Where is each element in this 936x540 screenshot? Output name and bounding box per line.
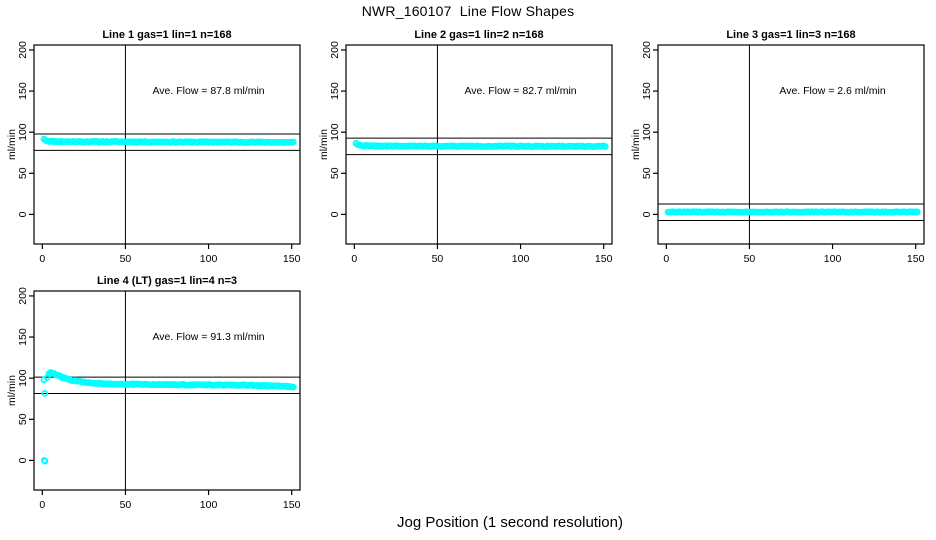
- x-tick-label: 150: [595, 253, 613, 265]
- plot-box: [33, 44, 301, 245]
- svg-text:0: 0: [641, 211, 653, 217]
- y-tick-label: 0: [17, 457, 29, 463]
- svg-text:50: 50: [641, 167, 653, 179]
- x-axis-label: Jog Position (1 second resolution): [397, 514, 623, 531]
- svg-text:ml/min: ml/min: [6, 375, 18, 406]
- y-axis-label: ml/min: [6, 129, 18, 160]
- figure-title: NWR_160107 Line Flow Shapes: [361, 3, 575, 19]
- svg-text:100: 100: [641, 123, 653, 141]
- ave-flow-annotation: Ave. Flow = 91.3 ml/min: [152, 331, 264, 343]
- svg-text:50: 50: [17, 167, 29, 179]
- x-tick-label: 100: [200, 499, 218, 511]
- subplot-title: Line 2 gas=1 lin=2 n=168: [414, 29, 543, 41]
- subplot-title: Line 3 gas=1 lin=3 n=168: [726, 29, 855, 41]
- x-tick-label: 150: [283, 253, 301, 265]
- svg-text:ml/min: ml/min: [6, 129, 18, 160]
- plot-box: [657, 44, 925, 245]
- subplot-line-2: Line 2 gas=1 lin=2 n=168 0 50 100 150 200 ml/m…: [318, 29, 613, 265]
- svg-text:100: 100: [329, 123, 341, 141]
- x-tick-label: 0: [39, 253, 45, 265]
- data-points: [40, 135, 297, 146]
- data-points: [664, 208, 921, 216]
- data-points: [352, 139, 609, 151]
- y-tick-label: 150: [641, 82, 653, 100]
- x-tick-label: 50: [120, 253, 132, 265]
- svg-text:200: 200: [17, 41, 29, 59]
- svg-text:150: 150: [17, 82, 29, 100]
- x-tick-label: 50: [432, 253, 444, 265]
- y-tick-label: 50: [17, 167, 29, 179]
- y-tick-label: 150: [329, 82, 341, 100]
- svg-text:150: 150: [641, 82, 653, 100]
- subplot-title: Line 1 gas=1 lin=1 n=168: [102, 29, 231, 41]
- svg-text:150: 150: [17, 328, 29, 346]
- y-tick-label: 150: [17, 82, 29, 100]
- svg-text:100: 100: [17, 369, 29, 387]
- y-tick-label: 200: [17, 287, 29, 305]
- svg-text:150: 150: [329, 82, 341, 100]
- y-tick-label: 50: [17, 413, 29, 425]
- svg-text:ml/min: ml/min: [630, 129, 642, 160]
- svg-text:50: 50: [17, 413, 29, 425]
- y-tick-label: 100: [17, 123, 29, 141]
- svg-text:50: 50: [329, 167, 341, 179]
- y-tick-label: 0: [641, 211, 653, 217]
- svg-text:0: 0: [17, 457, 29, 463]
- x-tick-label: 100: [200, 253, 218, 265]
- y-tick-label: 200: [17, 41, 29, 59]
- svg-text:0: 0: [329, 211, 341, 217]
- svg-text:200: 200: [329, 41, 341, 59]
- svg-text:100: 100: [17, 123, 29, 141]
- x-tick-label: 0: [351, 253, 357, 265]
- x-tick-label: 0: [39, 499, 45, 511]
- ave-flow-annotation: Ave. Flow = 82.7 ml/min: [464, 85, 576, 97]
- y-tick-label: 50: [641, 167, 653, 179]
- x-tick-label: 50: [120, 499, 132, 511]
- x-tick-label: 150: [283, 499, 301, 511]
- svg-text:ml/min: ml/min: [318, 129, 330, 160]
- svg-text:200: 200: [17, 287, 29, 305]
- plot-box: [345, 44, 613, 245]
- ave-flow-annotation: Ave. Flow = 2.6 ml/min: [779, 85, 885, 97]
- y-tick-label: 200: [641, 41, 653, 59]
- x-tick-label: 100: [512, 253, 530, 265]
- svg-text:200: 200: [641, 41, 653, 59]
- y-tick-label: 150: [17, 328, 29, 346]
- y-tick-label: 50: [329, 167, 341, 179]
- x-tick-label: 100: [824, 253, 842, 265]
- plot-box: [33, 290, 301, 491]
- x-tick-label: 50: [744, 253, 756, 265]
- subplot-line-4: Line 4 (LT) gas=1 lin=4 n=3 0 50 100 150 200 m…: [6, 275, 301, 511]
- y-axis-label: ml/min: [318, 129, 330, 160]
- y-axis-label: ml/min: [6, 375, 18, 406]
- x-tick-label: 0: [663, 253, 669, 265]
- x-tick-label: 150: [907, 253, 925, 265]
- subplot-line-3: Line 3 gas=1 lin=3 n=168 0 50 100 150 200 ml/m…: [630, 29, 925, 265]
- ave-flow-annotation: Ave. Flow = 87.8 ml/min: [152, 85, 264, 97]
- y-tick-label: 0: [329, 211, 341, 217]
- svg-text:0: 0: [17, 211, 29, 217]
- y-axis-label: ml/min: [630, 129, 642, 160]
- y-tick-label: 100: [17, 369, 29, 387]
- y-tick-label: 100: [329, 123, 341, 141]
- data-points: [40, 369, 297, 465]
- y-tick-label: 100: [641, 123, 653, 141]
- y-tick-label: 200: [329, 41, 341, 59]
- subplot-title: Line 4 (LT) gas=1 lin=4 n=3: [97, 275, 237, 287]
- y-tick-label: 0: [17, 211, 29, 217]
- subplot-line-1: Line 1 gas=1 lin=1 n=168 0 50 100 150 200 ml/m…: [6, 29, 301, 265]
